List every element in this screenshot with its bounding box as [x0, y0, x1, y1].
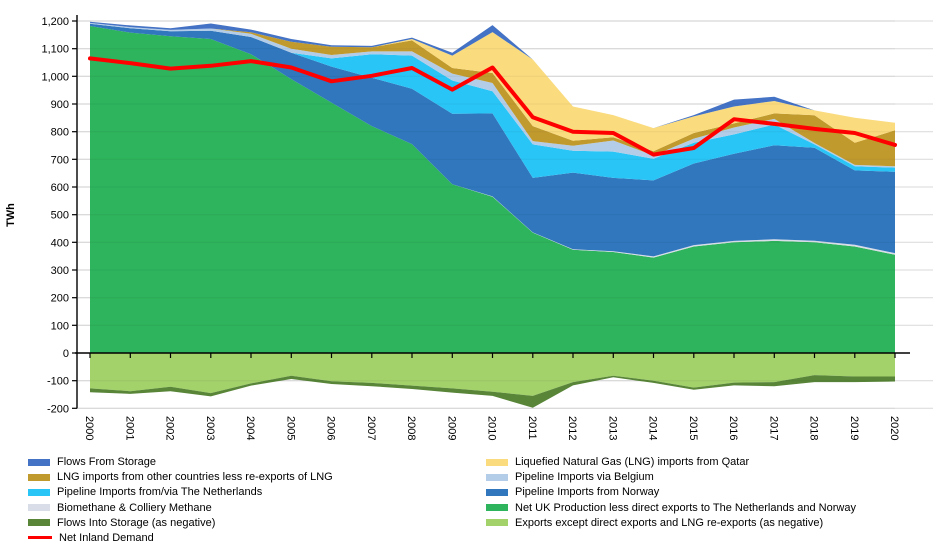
y-tick-label: 300 — [51, 265, 69, 277]
x-tick-label: 2020 — [888, 416, 900, 440]
legend-item-liquefied-natural-gas-lng-imports-from-qatar: Liquefied Natural Gas (LNG) imports from… — [486, 456, 933, 468]
x-tick-label: 2005 — [284, 416, 296, 440]
flows-into-storage-as-negative-swatch — [28, 519, 50, 527]
x-tick-label: 2011 — [526, 416, 538, 440]
legend-item-pipeline-imports-via-belgium: Pipeline Imports via Belgium — [486, 471, 933, 483]
y-tick-label: 200 — [51, 293, 69, 305]
x-tick-label: 2007 — [365, 416, 377, 440]
y-tick-label: 700 — [51, 154, 69, 166]
area-pipeline-imports-from-norway — [90, 23, 895, 257]
x-tick-label: 2004 — [244, 416, 256, 440]
y-tick-label: -100 — [47, 376, 69, 388]
x-tick-label: 2017 — [767, 416, 779, 440]
legend-item-biomethane-colliery-methane: Biomethane & Colliery Methane — [28, 502, 480, 514]
liquefied-natural-gas-lng-imports-from-qatar-swatch — [486, 458, 508, 466]
legend-label: Flows Into Storage (as negative) — [57, 516, 216, 529]
x-tick-label: 2014 — [647, 416, 659, 440]
area-exports-except-direct-exports-and-lng-re-expor — [90, 353, 895, 396]
legend-item-exports-except-direct-exports-and-lng-re-expor: Exports except direct exports and LNG re… — [486, 517, 933, 529]
x-tick-label: 2016 — [727, 416, 739, 440]
x-tick-label: 2009 — [445, 416, 457, 440]
area-liquefied-natural-gas-lng-imports-from-qatar — [90, 22, 895, 152]
lng-imports-from-other-countries-less-re-expor-swatch — [28, 473, 50, 481]
x-tick-label: 2001 — [123, 416, 135, 440]
pipeline-imports-via-belgium-swatch — [486, 473, 508, 481]
legend-empty-cell — [486, 532, 933, 544]
legend-label: Flows From Storage — [57, 456, 157, 468]
net-uk-production-less-direct-exports-to-the-n-swatch — [486, 504, 508, 512]
legend-item-flows-from-storage: Flows From Storage — [28, 456, 480, 468]
y-tick-label: 500 — [51, 210, 69, 222]
legend-label: LNG imports from other countries less re… — [57, 471, 333, 484]
x-tick-label: 2000 — [83, 416, 95, 440]
biomethane-colliery-methane-swatch — [28, 504, 50, 512]
y-tick-label: 1,000 — [41, 71, 69, 83]
legend-label: Exports except direct exports and LNG re… — [515, 516, 824, 529]
y-tick-label: 600 — [51, 182, 69, 194]
y-tick-label: 1,100 — [41, 44, 69, 56]
legend-label: Net UK Production less direct exports to… — [515, 501, 856, 514]
x-tick-label: 2012 — [566, 416, 578, 440]
y-tick-label: 1,200 — [41, 16, 69, 28]
x-tick-label: 2015 — [687, 416, 699, 440]
net-inland-demand-line — [88, 56, 897, 157]
area-net-uk-production-less-direct-exports-to-the-n — [90, 26, 895, 353]
exports-except-direct-exports-and-lng-re-expor-swatch — [486, 519, 508, 527]
y-tick-label: 400 — [51, 237, 69, 249]
x-tick-label: 2006 — [325, 416, 337, 440]
pipeline-imports-from-via-the-netherlands-swatch — [28, 488, 50, 496]
legend-item-net-uk-production-less-direct-exports-to-the-n: Net UK Production less direct exports to… — [486, 502, 933, 514]
legend: Flows From Storage Liquefied Natural Gas … — [28, 456, 933, 544]
legend-item-pipeline-imports-from-norway: Pipeline Imports from Norway — [486, 486, 933, 498]
x-tick-label: 2008 — [405, 416, 417, 440]
legend-label: Biomethane & Colliery Methane — [57, 501, 212, 514]
y-tick-label: 100 — [51, 320, 69, 332]
y-tick-label: 0 — [63, 348, 69, 360]
x-tick-label: 2003 — [204, 416, 216, 440]
x-tick-label: 2002 — [164, 416, 176, 440]
x-tick-label: 2018 — [808, 416, 820, 440]
y-tick-label: 800 — [51, 127, 69, 139]
area-pipeline-imports-from-via-the-netherlands — [90, 23, 895, 181]
x-tick-label: 2013 — [606, 416, 618, 440]
area-flows-into-storage-as-negative — [90, 375, 895, 408]
legend-item-lng-imports-from-other-countries-less-re-expor: LNG imports from other countries less re… — [28, 471, 480, 483]
x-tick-label: 2019 — [848, 416, 860, 440]
y-tick-label: 900 — [51, 99, 69, 111]
flows-from-storage-swatch — [28, 458, 50, 466]
legend-label: Pipeline Imports via Belgium — [515, 471, 654, 484]
stacked-area-chart: -200 -100 0 100 200 300 400 500 600 700 800 900 1,00… — [41, 15, 933, 440]
legend-item-net-inland-demand: Net Inland Demand — [28, 532, 480, 544]
y-axis-title: TWh — [5, 203, 17, 227]
y-tick-label: -200 — [47, 403, 69, 415]
pipeline-imports-from-norway-swatch — [486, 488, 508, 496]
legend-label: Net Inland Demand — [59, 531, 154, 544]
x-tick-label: 2010 — [486, 416, 498, 440]
net-inland-demand-swatch — [28, 536, 52, 540]
legend-label: Liquefied Natural Gas (LNG) imports from… — [515, 456, 750, 468]
legend-label: Pipeline Imports from Norway — [515, 486, 660, 499]
legend-item-pipeline-imports-from-via-the-netherlands: Pipeline Imports from/via The Netherland… — [28, 486, 480, 498]
legend-label: Pipeline Imports from/via The Netherland… — [57, 486, 263, 499]
legend-item-flows-into-storage-as-negative: Flows Into Storage (as negative) — [28, 517, 480, 529]
